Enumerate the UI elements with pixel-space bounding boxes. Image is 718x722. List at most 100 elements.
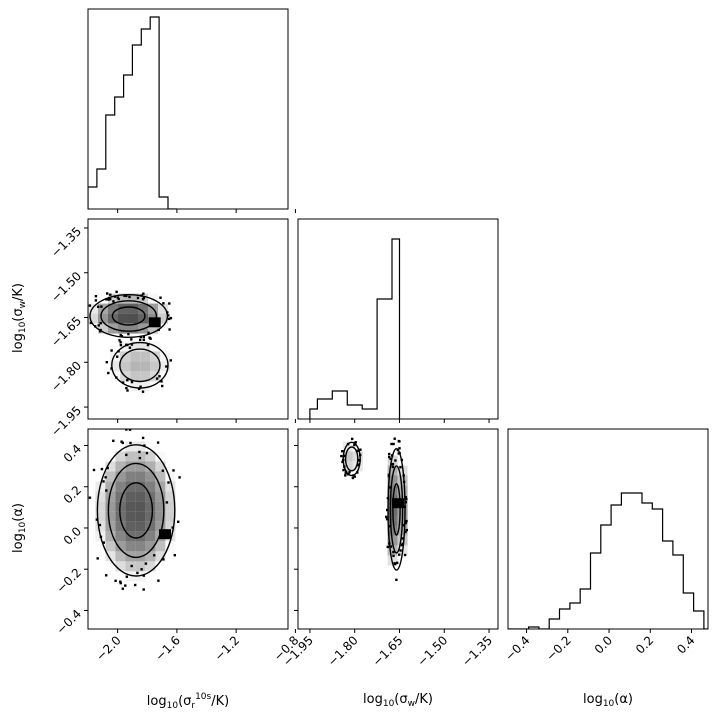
density-cell xyxy=(95,511,106,522)
sample-point xyxy=(404,496,407,499)
sample-point xyxy=(405,497,408,501)
panel-frame-r2c1 xyxy=(297,428,499,630)
density-cell xyxy=(130,371,141,382)
sample-point xyxy=(137,387,141,390)
sample-point xyxy=(121,381,125,384)
density-cell xyxy=(118,303,128,314)
density-cell xyxy=(155,471,166,482)
sample-point xyxy=(385,515,388,519)
density-cell xyxy=(128,313,138,324)
density-cell xyxy=(135,571,146,582)
x-tick-label: −1.80 xyxy=(325,633,361,669)
density-sw-alpha xyxy=(340,437,408,581)
contour-line xyxy=(100,300,158,332)
tick-layer: −2.0 −1.6 −1.2 −0.8−1.95 −1.80 −1.65 −1.50 −1.3… xyxy=(48,209,698,669)
density-cell xyxy=(125,511,136,522)
histogram-sr xyxy=(88,16,177,209)
density-cell xyxy=(95,491,106,502)
density-cell xyxy=(145,471,156,482)
sample-point xyxy=(141,390,145,393)
density-cell xyxy=(165,471,176,482)
sample-point xyxy=(165,501,169,504)
sample-point xyxy=(172,469,175,472)
x-tick-label: 0.4 xyxy=(674,633,697,656)
density-cell xyxy=(125,491,136,502)
panel-frame-r2c0 xyxy=(87,428,289,630)
density-cell xyxy=(135,481,146,492)
sample-point xyxy=(109,293,112,296)
sample-point xyxy=(386,545,389,549)
sample-point xyxy=(80,317,82,319)
sample-point xyxy=(97,324,100,327)
sample-point xyxy=(388,486,392,489)
sample-point xyxy=(353,443,356,447)
density-cell xyxy=(165,511,176,522)
density-cell xyxy=(155,491,166,502)
x-tick-label: −1.65 xyxy=(370,633,406,669)
density-cell xyxy=(135,561,146,572)
density-cell xyxy=(95,501,106,512)
sample-point xyxy=(156,441,160,444)
sample-point xyxy=(157,579,160,582)
contour-line xyxy=(392,483,401,536)
density-cell xyxy=(125,521,136,532)
sample-point xyxy=(98,523,102,527)
density-cell xyxy=(115,461,126,472)
sample-point xyxy=(341,460,344,464)
density-cell xyxy=(387,485,398,496)
sample-point xyxy=(392,442,395,446)
density-cell xyxy=(108,293,118,304)
sample-point xyxy=(398,553,401,556)
density-cell xyxy=(98,323,108,334)
density-cell xyxy=(387,555,398,566)
sample-point xyxy=(167,314,170,317)
sample-point xyxy=(109,297,112,301)
sample-point xyxy=(167,317,171,321)
sample-point xyxy=(344,471,347,475)
sample-point xyxy=(142,574,145,577)
contour-line xyxy=(344,446,359,472)
density-layer xyxy=(80,290,408,591)
sample-point xyxy=(147,331,150,334)
density-cell xyxy=(135,441,146,452)
sample-point xyxy=(397,439,400,443)
density-cell xyxy=(155,461,166,472)
sample-point xyxy=(112,300,115,303)
density-cell xyxy=(110,351,121,362)
density-cell xyxy=(140,371,151,382)
density-cell xyxy=(145,451,156,462)
panel-frame-r1c0 xyxy=(87,218,289,420)
sample-point xyxy=(394,562,397,566)
density-cell xyxy=(138,313,148,324)
density-cell xyxy=(120,351,131,362)
sample-point xyxy=(124,584,127,587)
sample-point xyxy=(141,436,145,440)
sample-point xyxy=(142,292,145,295)
density-cell xyxy=(105,511,116,522)
sample-point xyxy=(116,355,119,358)
density-cell xyxy=(397,535,408,546)
sample-point xyxy=(126,379,129,382)
density-cell xyxy=(98,313,108,324)
sample-point xyxy=(119,333,122,337)
sample-point xyxy=(162,558,165,561)
density-cell xyxy=(115,471,126,482)
density-cell xyxy=(105,461,116,472)
density-cell xyxy=(115,531,126,542)
sample-point xyxy=(165,365,168,368)
sample-point xyxy=(130,338,133,341)
sample-point xyxy=(169,359,172,362)
sample-point xyxy=(138,456,142,460)
sample-point xyxy=(389,545,393,548)
density-cell xyxy=(397,475,408,486)
density-cell xyxy=(140,361,151,372)
sample-point xyxy=(142,335,145,339)
sample-point xyxy=(356,449,359,452)
density-cell xyxy=(397,525,408,536)
sample-point xyxy=(402,524,405,527)
sample-point xyxy=(128,295,131,299)
x-tick-label: 0.0 xyxy=(592,633,615,656)
sample-point xyxy=(100,305,103,308)
sample-point xyxy=(353,475,356,478)
